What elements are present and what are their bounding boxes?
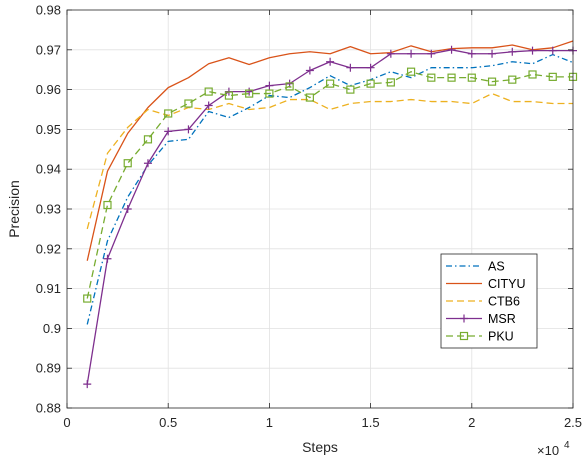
series-ctb6 (86, 92, 573, 230)
series-cityu (86, 40, 574, 261)
data-point-pku (184, 99, 193, 108)
data-point-pku (143, 135, 153, 144)
legend-item-ctb6: CTB6 (446, 295, 520, 309)
data-point-pku (427, 73, 436, 82)
x-axis-exponent: ×10 4 (537, 440, 570, 458)
data-point-pku (164, 109, 173, 118)
x-axis-label: Steps (302, 439, 338, 455)
legend-item-msr: MSR (446, 312, 516, 326)
data-point-msr (488, 49, 497, 58)
x-tick-label: 0 (63, 415, 70, 430)
axis-ticks (66, 9, 574, 409)
y-tick-label: 0.94 (36, 162, 61, 177)
data-point-pku (487, 77, 497, 86)
data-point-pku (83, 294, 92, 303)
series-as (86, 53, 574, 325)
data-point-msr (164, 127, 173, 136)
data-point-pku (123, 159, 132, 168)
data-point-pku (508, 75, 517, 84)
data-point-msr (427, 49, 436, 58)
data-point-pku (224, 91, 234, 100)
data-point-pku (406, 67, 416, 76)
series-line-as (86, 53, 574, 325)
series-pku (83, 67, 578, 303)
data-point-pku (528, 70, 537, 79)
x-tick-label: 2 (468, 415, 475, 430)
legend: AS CITYU CTB6 MSR PKU (440, 253, 538, 349)
series-line-cityu (86, 40, 574, 261)
data-point-msr (83, 380, 92, 389)
data-point-pku (326, 79, 335, 88)
x-tick-label: 0.5 (159, 415, 177, 430)
data-point-msr (366, 63, 375, 72)
y-tick-label: 0.91 (36, 281, 61, 296)
x-tick-label: 1.5 (362, 415, 380, 430)
data-point-msr (508, 47, 517, 56)
data-point-msr (548, 46, 557, 55)
y-tick-label: 0.89 (36, 361, 61, 376)
data-point-msr (103, 254, 112, 263)
tick-labels: 0 0.5 1 1.5 2 2.5 0.88 0.89 0.9 0.91 0.92 0.93 0.94 0… (36, 3, 582, 431)
data-point-pku (548, 72, 557, 81)
legend-label-msr: MSR (488, 312, 516, 326)
y-tick-label: 0.98 (36, 3, 61, 18)
legend-item-pku: PKU (446, 330, 514, 344)
series-line-pku (86, 71, 573, 299)
grid-lines (67, 10, 573, 408)
x-tick-label: 1 (266, 415, 273, 430)
x-exponent-power: 4 (564, 440, 570, 451)
y-tick-label: 0.93 (36, 202, 61, 217)
data-point-pku (447, 73, 456, 82)
data-point-pku (265, 89, 274, 98)
legend-marker-msr (460, 314, 468, 323)
data-point-msr (204, 101, 213, 110)
data-point-msr (447, 45, 456, 54)
data-point-pku (204, 87, 213, 96)
y-axis-label: Precision (6, 180, 22, 238)
data-point-msr (528, 46, 537, 55)
data-point-msr (265, 81, 274, 90)
data-point-pku (103, 200, 112, 210)
legend-label-ctb6: CTB6 (488, 295, 520, 309)
data-point-msr (184, 125, 193, 134)
data-point-pku (305, 93, 314, 102)
data-point-msr (326, 57, 335, 66)
series-line-ctb6 (86, 92, 573, 230)
data-point-pku (386, 78, 395, 87)
legend-item-cityu: CITYU (446, 277, 526, 291)
data-point-msr (245, 87, 254, 96)
data-point-pku (285, 82, 294, 91)
x-exponent-base: ×10 (537, 443, 559, 458)
y-tick-label: 0.96 (36, 82, 61, 97)
legend-label-as: AS (488, 260, 505, 274)
y-tick-label: 0.95 (36, 122, 61, 137)
y-tick-label: 0.92 (36, 241, 61, 256)
data-point-msr (467, 49, 476, 58)
legend-marker-pku (459, 331, 469, 341)
legend-label-pku: PKU (488, 330, 514, 344)
data-point-msr (143, 159, 152, 168)
data-point-pku (467, 73, 476, 82)
data-point-pku (346, 85, 355, 94)
series-msr (83, 45, 577, 389)
data-point-msr (346, 63, 355, 72)
x-tick-label: 2.5 (564, 415, 582, 430)
y-tick-label: 0.88 (36, 401, 61, 416)
data-point-msr (305, 66, 314, 75)
y-tick-label: 0.97 (36, 42, 61, 57)
y-tick-label: 0.9 (43, 321, 61, 336)
data-point-pku (245, 89, 254, 98)
legend-item-as: AS (446, 260, 505, 274)
data-point-pku (366, 79, 375, 88)
data-point-msr (123, 205, 132, 213)
data-point-msr (386, 49, 395, 58)
series-layer (83, 40, 578, 389)
data-point-msr (407, 49, 416, 58)
legend-label-cityu: CITYU (488, 277, 526, 291)
